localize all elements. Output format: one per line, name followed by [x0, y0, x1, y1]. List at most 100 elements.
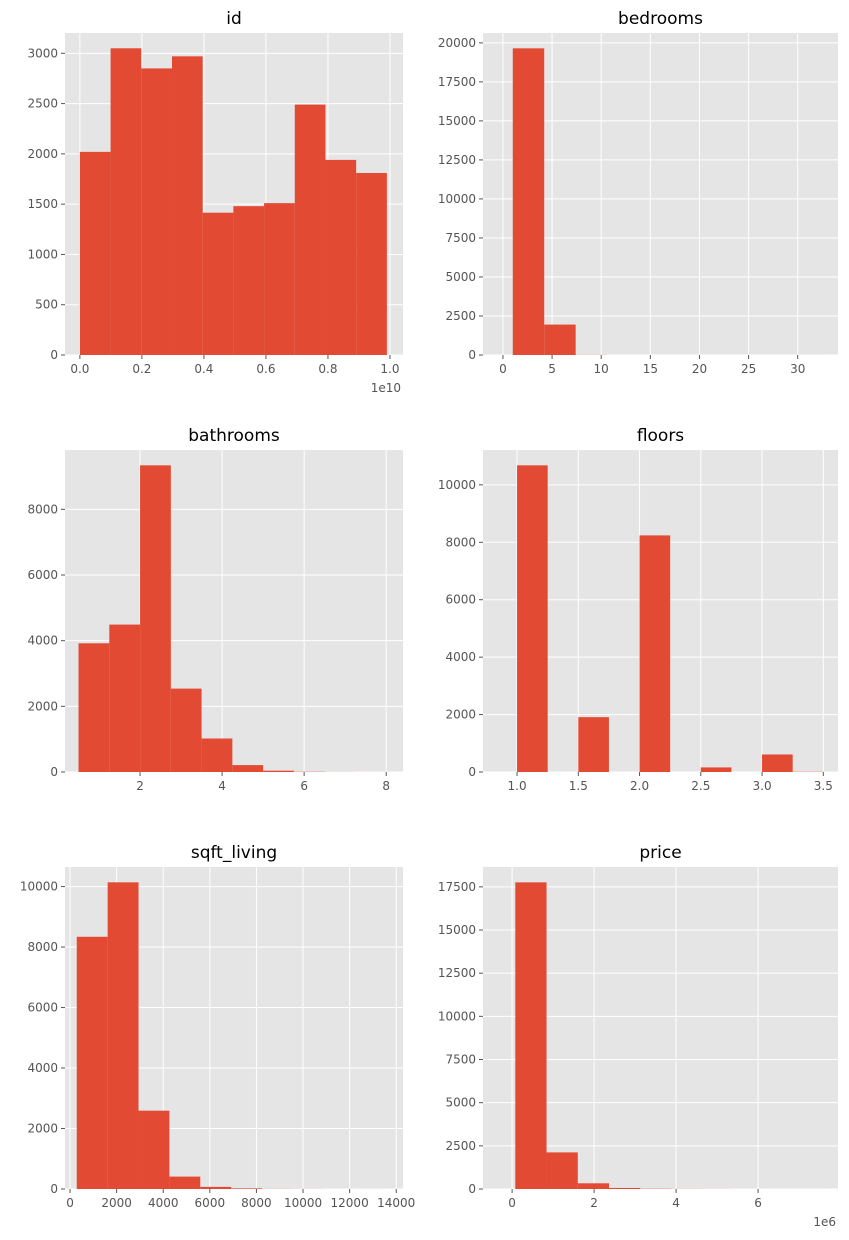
histogram-bar [109, 624, 141, 772]
x-tick-label: 0.8 [318, 362, 337, 376]
y-tick-label: 0 [50, 765, 58, 779]
histogram-bar [140, 465, 171, 772]
y-tick-label: 0 [468, 765, 476, 779]
histogram-bar [78, 643, 110, 772]
y-tick-label: 15000 [438, 114, 476, 128]
x-tick-label: 3.5 [814, 779, 833, 793]
x-tick-label: 8000 [241, 1196, 272, 1210]
y-tick-label: 4000 [27, 1061, 58, 1075]
y-tick-label: 7500 [445, 1053, 476, 1067]
histogram-bar [512, 48, 545, 356]
chart-title: id [226, 9, 242, 29]
y-tick-label: 5000 [445, 1096, 476, 1110]
histogram-bar [577, 1183, 610, 1189]
y-tick-label: 6000 [445, 593, 476, 607]
y-tick-label: 500 [35, 298, 58, 312]
histogram-bar [107, 882, 139, 1189]
histogram-bar [233, 206, 265, 355]
x-tick-label: 0.0 [70, 362, 89, 376]
x-tick-label: 0.4 [194, 362, 213, 376]
y-tick-label: 12500 [438, 966, 476, 980]
histogram-bar [171, 56, 203, 356]
histogram-bar [264, 203, 295, 355]
x-tick-label: 0 [66, 1196, 74, 1210]
y-tick-label: 2500 [27, 97, 58, 111]
y-tick-label: 10000 [20, 880, 58, 894]
x-tick-label: 25 [741, 362, 756, 376]
x-tick-label: 2 [590, 1196, 598, 1210]
y-tick-label: 6000 [27, 568, 58, 582]
histogram-bar [294, 104, 326, 355]
y-tick-label: 2000 [445, 708, 476, 722]
histogram-bar [546, 1152, 578, 1189]
histogram-bar [232, 765, 264, 772]
y-tick-label: 2500 [445, 1139, 476, 1153]
y-tick-label: 10000 [438, 1009, 476, 1023]
y-tick-label: 0 [50, 348, 58, 362]
histogram-bar [79, 151, 111, 355]
histogram-bar [201, 738, 233, 772]
histogram-bar [110, 48, 142, 355]
y-tick-label: 10000 [438, 478, 476, 492]
y-tick-label: 1000 [27, 247, 58, 261]
x-tick-label: 0.6 [256, 362, 275, 376]
histogram-bar [200, 1186, 232, 1189]
y-tick-label: 7500 [445, 231, 476, 245]
x-tick-label: 2.0 [630, 779, 649, 793]
x-offset-label: 1e6 [813, 1215, 836, 1229]
x-tick-label: 8 [382, 779, 390, 793]
x-tick-label: 0 [508, 1196, 516, 1210]
x-tick-label: 0 [499, 362, 507, 376]
x-tick-label: 6000 [195, 1196, 226, 1210]
y-tick-label: 12500 [438, 153, 476, 167]
histogram-bar [609, 1187, 641, 1189]
y-tick-label: 5000 [445, 270, 476, 284]
x-tick-label: 4000 [148, 1196, 179, 1210]
chart-title: bathrooms [188, 426, 280, 446]
histogram-bar [639, 535, 671, 772]
x-tick-label: 4 [218, 779, 226, 793]
y-tick-label: 2000 [27, 1122, 58, 1136]
histogram-bar [231, 1188, 263, 1189]
x-tick-label: 5 [548, 362, 556, 376]
x-tick-label: 10 [594, 362, 609, 376]
histogram-bar [762, 754, 793, 772]
y-tick-label: 2500 [445, 309, 476, 323]
y-tick-label: 8000 [27, 940, 58, 954]
x-tick-label: 10000 [284, 1196, 322, 1210]
x-tick-label: 2000 [101, 1196, 132, 1210]
y-tick-label: 8000 [27, 502, 58, 516]
y-tick-label: 2000 [27, 699, 58, 713]
y-tick-label: 3000 [27, 46, 58, 60]
x-tick-label: 1.0 [380, 362, 399, 376]
y-tick-label: 4000 [445, 650, 476, 664]
y-tick-label: 15000 [438, 923, 476, 937]
histogram-bar [169, 1176, 201, 1189]
x-tick-label: 1.5 [569, 779, 588, 793]
chart-title: bedrooms [618, 9, 703, 29]
x-tick-label: 3.0 [753, 779, 772, 793]
y-tick-label: 0 [468, 1182, 476, 1196]
x-tick-label: 1.0 [508, 779, 527, 793]
x-tick-label: 15 [643, 362, 658, 376]
y-tick-label: 17500 [438, 880, 476, 894]
histogram-bar [325, 159, 357, 355]
x-tick-label: 6 [754, 1196, 762, 1210]
histogram-bar [578, 717, 609, 772]
histogram-bar [515, 882, 547, 1189]
y-tick-label: 6000 [27, 1001, 58, 1015]
chart-title: floors [637, 426, 684, 446]
x-tick-label: 30 [790, 362, 805, 376]
histogram-bar [76, 936, 108, 1189]
histogram-bar [263, 770, 294, 772]
histogram-bar [141, 68, 172, 355]
histogram-bar [138, 1110, 170, 1189]
y-tick-label: 20000 [438, 36, 476, 50]
x-offset-label: 1e10 [371, 381, 401, 395]
histogram-bar [517, 465, 548, 772]
y-tick-label: 2000 [27, 147, 58, 161]
y-tick-label: 8000 [445, 535, 476, 549]
x-tick-label: 12000 [331, 1196, 369, 1210]
x-tick-label: 2 [136, 779, 144, 793]
